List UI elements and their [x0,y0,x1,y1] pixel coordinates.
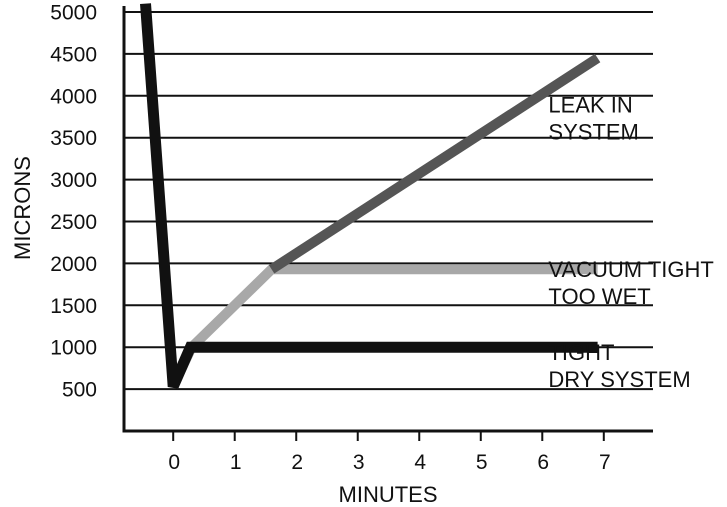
y-tick-label: 4500 [50,43,97,66]
annotation-line: SYSTEM [548,120,638,145]
x-axis-title: MINUTES [339,482,438,507]
annotation-vacuum-tight-too-wet: VACUUM TIGHT TOO WET [548,257,713,309]
x-tick-label: 5 [476,451,488,474]
y-tick-label: 3500 [50,127,97,150]
annotation-leak-in-system: LEAK IN SYSTEM [548,93,638,145]
y-tick-label: 5000 [50,2,97,25]
ticks: 5000450040003500300025002000150010005000… [50,2,610,475]
annotation-tight-dry-system: TIGHT DRY SYSTEM [548,340,690,392]
y-tick-label: 500 [62,379,97,402]
x-tick-label: 4 [414,451,426,474]
series-leak-in-system-line [268,53,601,274]
annotation-line: DRY SYSTEM [548,367,690,392]
y-tick-label: 1500 [50,295,97,318]
annotation-line: VACUUM TIGHT [548,257,713,282]
x-tick-label: 2 [291,451,303,474]
annotation-line: TIGHT [548,340,614,365]
annotation-line: TOO WET [548,284,650,309]
x-tick-label: 6 [537,451,549,474]
x-tick-label: 7 [599,451,611,474]
series-vacuum-tight-too-wet-line [168,264,598,389]
y-tick-label: 1000 [50,337,97,360]
x-tick-label: 3 [353,451,365,474]
x-tick-label: 0 [168,451,180,474]
annotation-line: LEAK IN [548,93,632,118]
y-tick-label: 2500 [50,211,97,234]
y-axis-title: MICRONS [10,156,35,260]
series-tight-dry-line [140,3,598,389]
y-tick-label: 2000 [50,253,97,276]
x-tick-label: 1 [230,451,242,474]
series-layer [140,3,601,389]
annotations: LEAK IN SYSTEM VACUUM TIGHT TOO WET TIGHT DRY… [548,93,713,392]
axes [122,6,653,433]
y-tick-label: 4000 [50,85,97,108]
y-tick-label: 3000 [50,169,97,192]
